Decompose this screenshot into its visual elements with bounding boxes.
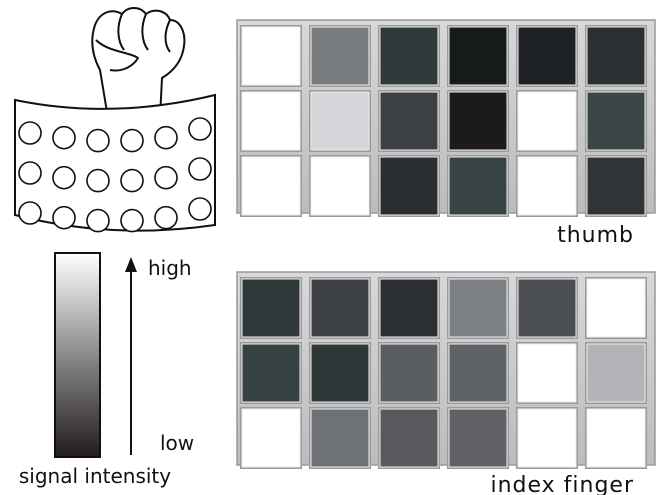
- cell: [448, 156, 508, 216]
- cell: [241, 343, 301, 403]
- cell: [310, 91, 370, 151]
- cell: [310, 278, 370, 338]
- sensor-dots: [18, 117, 212, 233]
- cell: [448, 91, 508, 151]
- cell: [379, 278, 439, 338]
- cell: [241, 91, 301, 151]
- intensity-bar: [54, 252, 101, 458]
- cell: [241, 26, 301, 86]
- cell: [241, 408, 301, 468]
- cell: [448, 408, 508, 468]
- cell: [379, 156, 439, 216]
- cell: [310, 343, 370, 403]
- cell: [448, 343, 508, 403]
- cell: [517, 156, 577, 216]
- cell: [517, 278, 577, 338]
- cell: [310, 408, 370, 468]
- sensor-dot: [120, 208, 144, 233]
- sensor-dot: [18, 201, 42, 225]
- cell: [586, 343, 646, 403]
- sensor-dot: [188, 117, 212, 141]
- sensor-dot: [86, 208, 110, 233]
- low-label: low: [160, 431, 194, 455]
- cell: [517, 408, 577, 468]
- cell: [310, 156, 370, 216]
- sensor-dot: [154, 165, 178, 190]
- cell: [241, 278, 301, 338]
- sensor-dot: [18, 161, 42, 185]
- sensor-dot: [188, 197, 212, 221]
- cell: [379, 26, 439, 86]
- cell: [586, 408, 646, 468]
- sensor-dot: [154, 205, 178, 230]
- cell: [517, 91, 577, 151]
- sensor-dot: [86, 168, 110, 193]
- cell: [379, 343, 439, 403]
- cell: [586, 278, 646, 338]
- cell: [586, 156, 646, 216]
- cell: [310, 26, 370, 86]
- sensor-dot: [120, 128, 144, 153]
- sensor-dot: [86, 128, 110, 153]
- sensor-dot: [188, 157, 212, 181]
- arrow-head: [125, 257, 137, 272]
- cell: [517, 343, 577, 403]
- sensor-dot: [52, 125, 76, 150]
- cell: [379, 91, 439, 151]
- sensor-dot: [18, 121, 42, 145]
- fist: [91, 7, 186, 119]
- sensor-dot: [154, 125, 178, 150]
- cell: [379, 408, 439, 468]
- cell: [517, 26, 577, 86]
- grid-label: thumb: [557, 223, 634, 248]
- grid-label: index finger: [490, 473, 634, 495]
- cell: [448, 26, 508, 86]
- cell: [448, 278, 508, 338]
- sensor-dot: [120, 168, 144, 193]
- high-label: high: [148, 256, 192, 280]
- sensor-dot: [52, 205, 76, 230]
- cell: [586, 26, 646, 86]
- sensor-sheet: [14, 93, 216, 232]
- signal-label: signal intensity: [19, 464, 171, 488]
- cell: [586, 91, 646, 151]
- sensor-dot: [52, 165, 76, 190]
- cell: [241, 156, 301, 216]
